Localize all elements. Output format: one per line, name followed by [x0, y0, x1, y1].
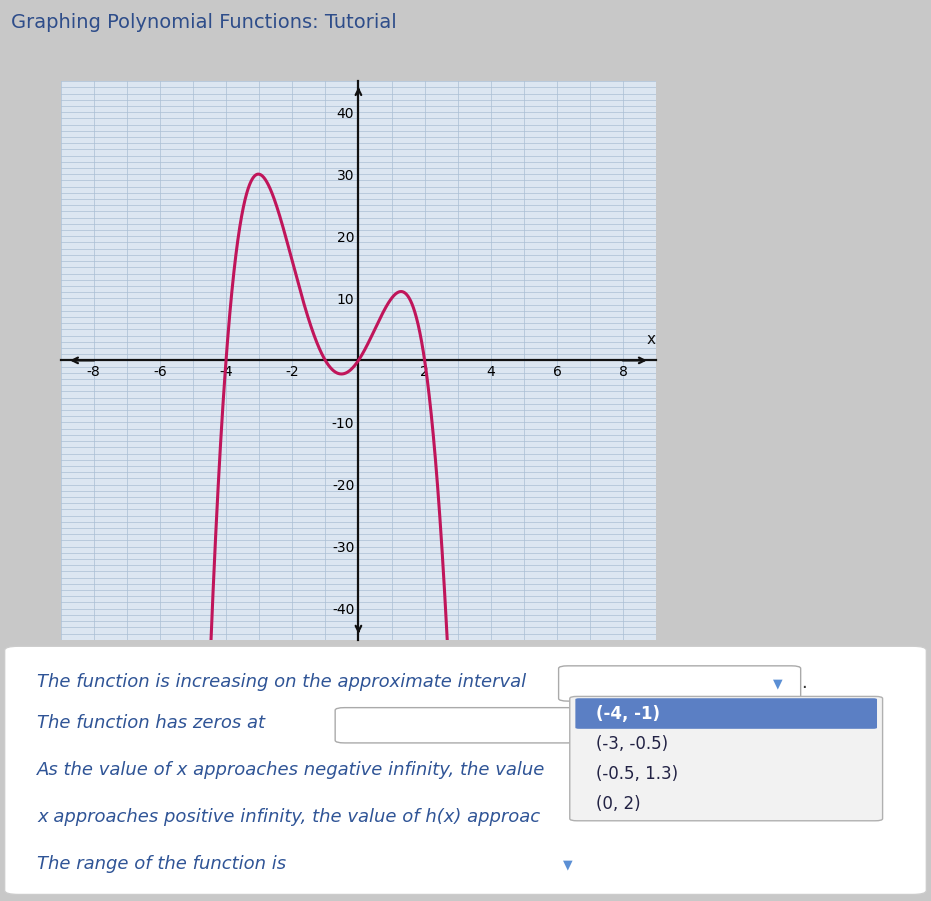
FancyBboxPatch shape: [570, 696, 883, 821]
Text: Graphing Polynomial Functions: Tutorial: Graphing Polynomial Functions: Tutorial: [11, 13, 397, 32]
Text: x: x: [646, 332, 655, 347]
Text: (0, 2): (0, 2): [596, 795, 641, 813]
FancyBboxPatch shape: [559, 666, 801, 701]
Text: (-3, -0.5): (-3, -0.5): [596, 734, 668, 752]
FancyBboxPatch shape: [5, 646, 926, 895]
Text: ▼: ▼: [773, 677, 782, 690]
Text: .: .: [801, 675, 806, 693]
Text: The function has zeros at: The function has zeros at: [37, 714, 265, 733]
Text: The range of the function is: The range of the function is: [37, 855, 287, 873]
Text: ▼: ▼: [563, 858, 573, 871]
Text: As the value of x approaches negative infinity, the value: As the value of x approaches negative in…: [37, 761, 546, 779]
FancyBboxPatch shape: [335, 707, 577, 743]
Text: (-0.5, 1.3): (-0.5, 1.3): [596, 765, 678, 783]
Text: (-4, -1): (-4, -1): [596, 705, 660, 723]
Text: x approaches positive infinity, the value of h(x) approac: x approaches positive infinity, the valu…: [37, 808, 540, 826]
Text: The function is increasing on the approximate interval: The function is increasing on the approx…: [37, 672, 526, 690]
FancyBboxPatch shape: [575, 698, 877, 729]
